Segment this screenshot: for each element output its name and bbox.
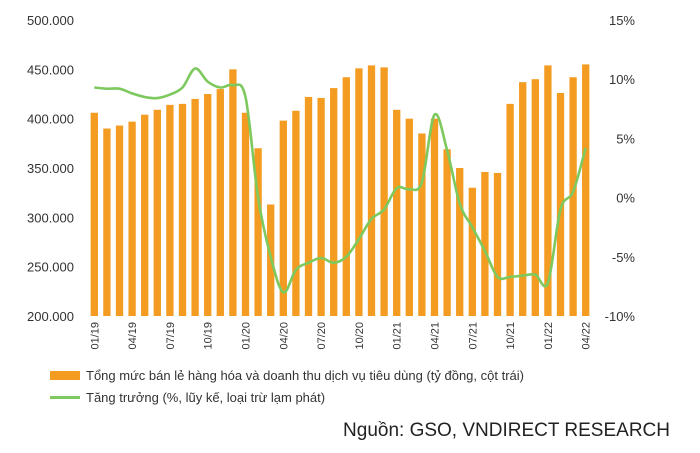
growth-line bbox=[94, 67, 587, 294]
x-tick-label: 07/19 bbox=[165, 322, 177, 350]
bar bbox=[367, 65, 376, 316]
bar bbox=[582, 64, 590, 317]
bar bbox=[216, 89, 224, 316]
bar bbox=[342, 77, 350, 316]
y-right-tick-label: -5% bbox=[612, 250, 636, 265]
retail-sales-chart: 200.000 250.000 300.000 350.000 400.000 450.0… bbox=[27, 13, 636, 350]
bar bbox=[519, 82, 527, 316]
x-tick-label: 10/21 bbox=[505, 322, 517, 350]
bar bbox=[355, 68, 363, 316]
bar bbox=[204, 94, 212, 316]
y-right-tick-label: 10% bbox=[609, 72, 635, 87]
x-tick-label: 04/19 bbox=[127, 322, 139, 350]
legend-line-swatch bbox=[50, 395, 80, 399]
y-left-tick-label: 500.000 bbox=[27, 13, 74, 28]
legend: Tổng mức bán lẻ hàng hóa và doanh thu dị… bbox=[50, 364, 524, 408]
bar bbox=[418, 133, 426, 316]
x-tick-label: 04/21 bbox=[430, 322, 442, 350]
x-tick-label: 01/22 bbox=[543, 322, 555, 350]
y-left-tick-label: 250.000 bbox=[27, 260, 74, 275]
y-left-tick-label: 450.000 bbox=[27, 62, 74, 77]
bar bbox=[380, 67, 388, 316]
bar bbox=[443, 149, 451, 316]
bar bbox=[569, 77, 577, 316]
y-left-tick-label: 300.000 bbox=[27, 210, 74, 225]
bar bbox=[304, 96, 313, 317]
x-tick-label: 04/22 bbox=[581, 322, 593, 350]
y-right-tick-label: 5% bbox=[616, 131, 635, 146]
bar bbox=[241, 112, 250, 316]
bar bbox=[531, 79, 539, 316]
legend-bar-label: Tổng mức bán lẻ hàng hóa và doanh thu dị… bbox=[86, 367, 524, 383]
legend-item-bars: Tổng mức bán lẻ hàng hóa và doanh thu dị… bbox=[50, 364, 524, 386]
x-tick-label: 01/20 bbox=[241, 322, 253, 350]
bar bbox=[128, 121, 136, 316]
y-right-tick-label: -10% bbox=[605, 309, 636, 324]
bar bbox=[544, 65, 552, 316]
bar bbox=[191, 98, 199, 317]
bar bbox=[279, 120, 287, 316]
y-left-tick-label: 200.000 bbox=[27, 309, 74, 324]
bar bbox=[292, 110, 300, 317]
bar bbox=[141, 114, 149, 316]
bar bbox=[393, 109, 401, 316]
x-tick-label: 01/19 bbox=[89, 322, 101, 350]
x-tick-label: 07/20 bbox=[316, 322, 328, 350]
bar bbox=[115, 125, 124, 316]
x-tick-label: 10/20 bbox=[354, 322, 366, 350]
y-right-tick-label: 0% bbox=[616, 191, 635, 206]
legend-bar-swatch bbox=[50, 370, 80, 380]
legend-line-label: Tăng trưởng (%, lũy kế, loại trừ lạm phá… bbox=[86, 389, 326, 405]
bar bbox=[556, 93, 565, 316]
bar bbox=[178, 103, 187, 317]
source-note: Nguồn: GSO, VNDIRECT RESEARCH bbox=[343, 420, 670, 441]
x-tick-label: 04/20 bbox=[278, 322, 290, 350]
bar bbox=[103, 128, 111, 316]
bar bbox=[254, 148, 262, 316]
y-left-tick-label: 400.000 bbox=[27, 112, 74, 127]
bar bbox=[90, 112, 98, 316]
x-tick-label: 07/21 bbox=[467, 322, 479, 350]
bar bbox=[481, 171, 489, 316]
bar bbox=[317, 97, 325, 316]
bar bbox=[405, 118, 413, 316]
bar bbox=[229, 69, 237, 316]
y-left-tick-label: 350.000 bbox=[27, 161, 74, 176]
bar bbox=[493, 172, 502, 316]
bar bbox=[153, 109, 161, 316]
bar bbox=[468, 187, 476, 316]
bar bbox=[166, 104, 174, 316]
bar bbox=[456, 168, 464, 316]
bar bbox=[430, 118, 439, 316]
bar bbox=[506, 103, 514, 317]
bar bbox=[330, 88, 338, 316]
y-right-tick-label: 15% bbox=[609, 13, 635, 28]
x-tick-label: 10/19 bbox=[203, 322, 215, 350]
x-tick-label: 01/21 bbox=[392, 322, 404, 350]
legend-item-line: Tăng trưởng (%, lũy kế, loại trừ lạm phá… bbox=[50, 386, 524, 408]
